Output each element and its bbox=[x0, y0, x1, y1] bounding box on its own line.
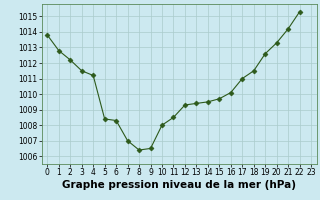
X-axis label: Graphe pression niveau de la mer (hPa): Graphe pression niveau de la mer (hPa) bbox=[62, 180, 296, 190]
